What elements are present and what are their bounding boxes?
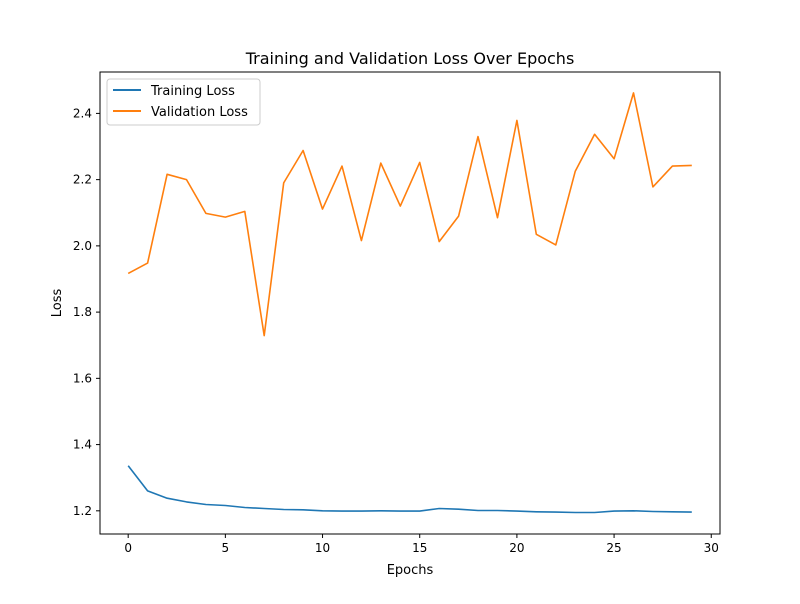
legend-box <box>106 78 261 126</box>
plot-frame <box>99 71 721 535</box>
x-tick-label: 20 <box>509 541 524 555</box>
x-axis-label: Epochs <box>387 563 434 578</box>
y-tick-label: 2.4 <box>73 106 92 120</box>
y-tick-label: 1.4 <box>73 438 92 452</box>
y-tick-label: 1.2 <box>73 504 92 518</box>
y-tick-label: 1.6 <box>73 371 92 385</box>
legend: Training Loss Validation Loss <box>106 78 261 126</box>
legend-label-training: Training Loss <box>150 84 235 99</box>
y-tick-label: 2.0 <box>73 239 92 253</box>
chart-title: Training and Validation Loss Over Epochs <box>245 49 575 68</box>
series-line-validation <box>127 92 692 337</box>
x-tick-label: 10 <box>315 541 330 555</box>
y-axis-label: Loss <box>50 289 65 318</box>
x-tick-label: 5 <box>222 541 230 555</box>
y-tick-label: 2.2 <box>73 173 92 187</box>
legend-label-validation: Validation Loss <box>151 105 248 120</box>
series-line-training <box>127 465 692 514</box>
x-tick-label: 15 <box>412 541 427 555</box>
x-tick-label: 25 <box>606 541 621 555</box>
x-tick-label: 0 <box>124 541 132 555</box>
y-tick-label: 1.8 <box>73 305 92 319</box>
x-tick-label: 30 <box>704 541 719 555</box>
